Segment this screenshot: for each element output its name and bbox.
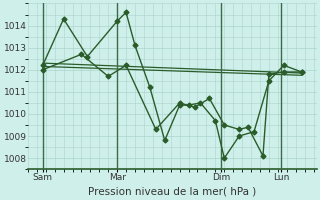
X-axis label: Pression niveau de la mer( hPa ): Pression niveau de la mer( hPa ) [88, 187, 256, 197]
